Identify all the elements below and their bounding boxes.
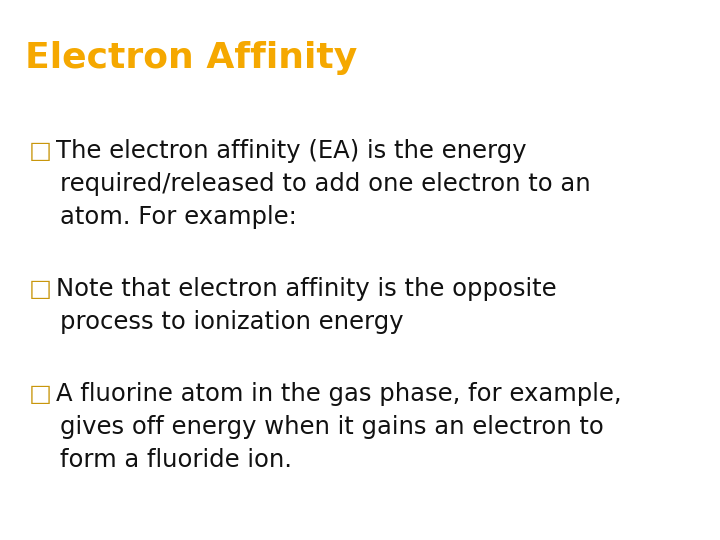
Text: A fluorine atom in the gas phase, for example,: A fluorine atom in the gas phase, for ex… [56, 382, 622, 406]
Text: gives off energy when it gains an electron to: gives off energy when it gains an electr… [60, 415, 603, 439]
Text: form a fluoride ion.: form a fluoride ion. [60, 448, 292, 471]
Text: The electron affinity (EA) is the energy: The electron affinity (EA) is the energy [56, 139, 527, 163]
Text: Note that electron affinity is the opposite: Note that electron affinity is the oppos… [56, 277, 557, 301]
Text: □: □ [29, 382, 52, 406]
Text: □: □ [29, 277, 52, 301]
Text: Electron Affinity: Electron Affinity [25, 41, 357, 75]
Text: required/released to add one electron to an: required/released to add one electron to… [60, 172, 590, 196]
Text: process to ionization energy: process to ionization energy [60, 310, 403, 334]
Text: atom. For example:: atom. For example: [60, 205, 297, 229]
Text: □: □ [29, 139, 52, 163]
